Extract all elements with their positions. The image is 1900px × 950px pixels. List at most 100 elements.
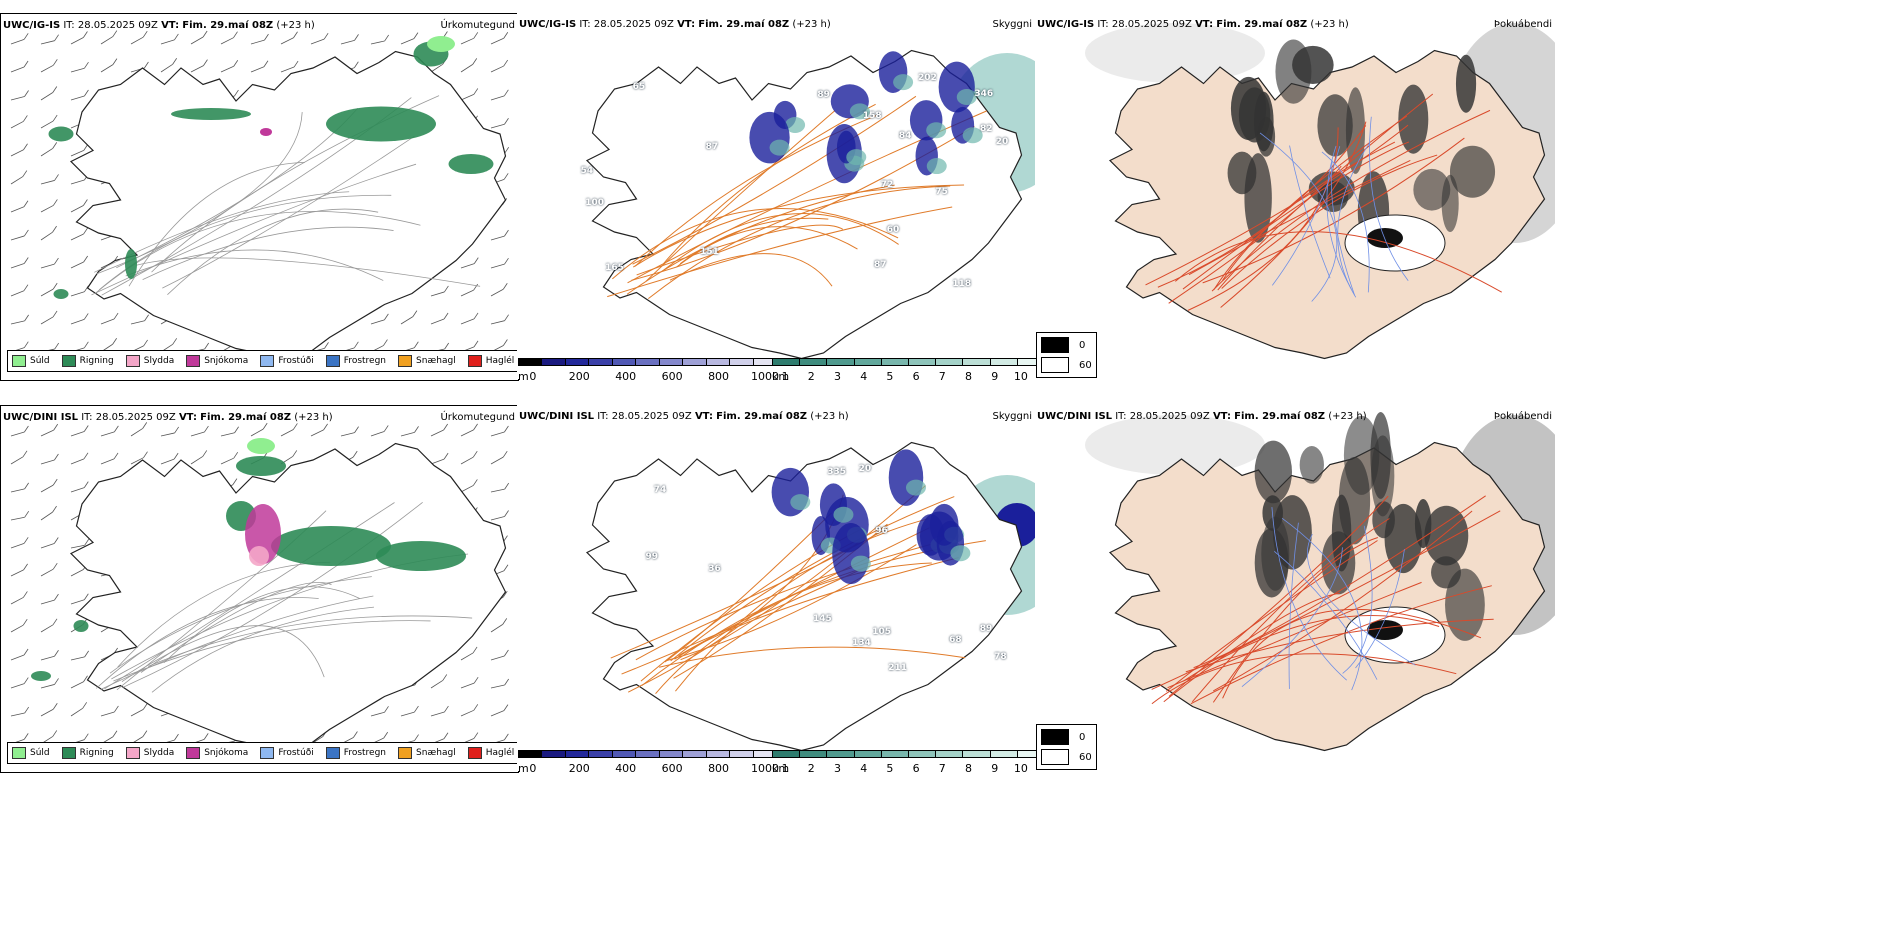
wind-barb — [10, 290, 25, 297]
fog-area — [1343, 415, 1380, 495]
road-line — [663, 103, 876, 264]
fog-legend-item: 0 — [1041, 729, 1092, 745]
coastline — [69, 50, 507, 361]
low-vis-area — [950, 545, 971, 562]
header-vt: Fim. 29.maí 08Z — [1216, 19, 1308, 30]
wind-barb — [70, 233, 84, 241]
wind-barb — [430, 711, 445, 717]
wind-barb — [220, 65, 234, 73]
wind-barb — [250, 39, 265, 45]
river-line — [1272, 146, 1341, 286]
panel-header: UWC/DINI ISL IT: 28.05.2025 09Z VT: Fim.… — [1037, 411, 1367, 422]
ceiling-label: 20 — [858, 463, 872, 474]
header-vt: Fim. 29.maí 08Z — [182, 20, 274, 31]
header-vt: Fim. 29.maí 08Z — [716, 411, 808, 422]
panel-visibility-dini: 68 89 145 335 105 96 211 78 74 134 99 36 20 UWC/DINI … — [517, 405, 1035, 771]
colorbar-swatch — [881, 359, 909, 365]
wind-barb — [70, 656, 85, 661]
wind-barb — [70, 95, 85, 101]
rain-area — [31, 671, 51, 681]
colorbar-tick: 10 — [1013, 370, 1028, 383]
legend-swatch — [125, 355, 140, 367]
fog-area — [1299, 446, 1324, 484]
colorbar-swatch — [519, 359, 543, 365]
road-line — [91, 163, 417, 296]
legend-swatch — [12, 355, 26, 367]
wind-barb — [100, 431, 115, 437]
colorbar-swatch — [542, 751, 566, 757]
legend-label: Snæhagl — [416, 748, 456, 758]
low-vis-area — [769, 139, 790, 156]
ceiling-label: 87 — [874, 259, 887, 270]
ceiling-label: 202 — [918, 73, 937, 84]
wind-barb — [10, 320, 25, 325]
wind-barb — [10, 38, 25, 45]
wind-barb — [40, 120, 54, 129]
wind-barb — [70, 681, 84, 689]
legend-swatch — [325, 747, 340, 759]
precip-map — [10, 422, 510, 753]
ceiling-label: 151 — [700, 246, 719, 257]
ceiling-label: 65 — [632, 82, 646, 93]
wind-barb — [10, 235, 25, 241]
wind-barb — [40, 568, 54, 577]
header-it: 28.05.2025 09Z — [1129, 411, 1210, 422]
colorbar-tick: 0 — [529, 762, 537, 775]
wind-barb — [40, 624, 54, 633]
wind-barb — [340, 39, 355, 45]
wind-barb — [430, 291, 445, 297]
legend-swatch — [61, 355, 76, 367]
fog-area — [1367, 228, 1403, 248]
river-line — [1274, 550, 1378, 680]
legend-item: Snjókoma — [186, 747, 248, 759]
colorbar-scale — [772, 750, 1046, 758]
wind-barb — [400, 38, 415, 45]
wind-barb — [10, 263, 25, 269]
colorbar-tick: 1 — [781, 762, 789, 775]
wind-barb — [460, 263, 475, 269]
fog-legend-label: 60 — [1079, 751, 1092, 763]
colorbar-tick: 9 — [991, 762, 999, 775]
header-it-label: IT: — [1115, 411, 1127, 422]
colorbar-tick: 800 — [708, 762, 730, 775]
wind-barb — [40, 180, 55, 185]
colorbar-tick: 2 — [807, 370, 815, 383]
colorbar-swatch — [730, 751, 754, 757]
legend-swatch — [398, 355, 413, 367]
fog-map — [1085, 23, 1555, 360]
wind-barb — [370, 711, 385, 717]
colorbar-swatch — [636, 359, 660, 365]
header-lead: (+23 h) — [294, 412, 333, 423]
road-line — [1217, 93, 1434, 291]
wind-barb — [100, 64, 114, 73]
ceiling-label: 36 — [708, 563, 721, 574]
fog-legend-swatch — [1041, 749, 1069, 765]
wind-barb — [40, 148, 53, 157]
wind-barb — [70, 149, 84, 157]
wind-barb — [400, 432, 415, 437]
wind-barb — [70, 599, 85, 605]
ceiling-label: 100 — [585, 198, 605, 209]
low-vis-area — [846, 149, 867, 166]
colorbar-tick: 7 — [938, 762, 946, 775]
colorbar-swatch — [854, 751, 882, 757]
road-line — [100, 595, 374, 690]
panel-precip-type-dini: Súld Rigning Slydda Snjókoma Frostúði Frostre… — [0, 405, 519, 773]
panel-header: UWC/IG-IS IT: 28.05.2025 09Z VT: Fim. 29… — [3, 20, 315, 31]
road-line — [109, 576, 372, 674]
wind-barb — [430, 429, 444, 437]
legend-label: Haglél — [485, 356, 515, 366]
colorbar-swatch — [936, 751, 964, 757]
wind-barb — [160, 63, 173, 73]
ceiling-colorbar: 0 200 400 600 800 1000 m — [518, 358, 779, 384]
header-lead: (+23 h) — [810, 411, 849, 422]
panel-header: UWC/IG-IS IT: 28.05.2025 09Z VT: Fim. 29… — [1037, 19, 1349, 30]
colorbar-tick: 8 — [965, 370, 972, 383]
colorbar-swatch — [730, 359, 754, 365]
road-line — [1222, 115, 1408, 281]
river-line — [1307, 533, 1416, 666]
panel-title: Þokuábendi — [1493, 411, 1552, 422]
colorbar-tick: 2 — [807, 762, 815, 775]
wind-barb — [40, 288, 54, 297]
wind-barb — [460, 652, 474, 661]
